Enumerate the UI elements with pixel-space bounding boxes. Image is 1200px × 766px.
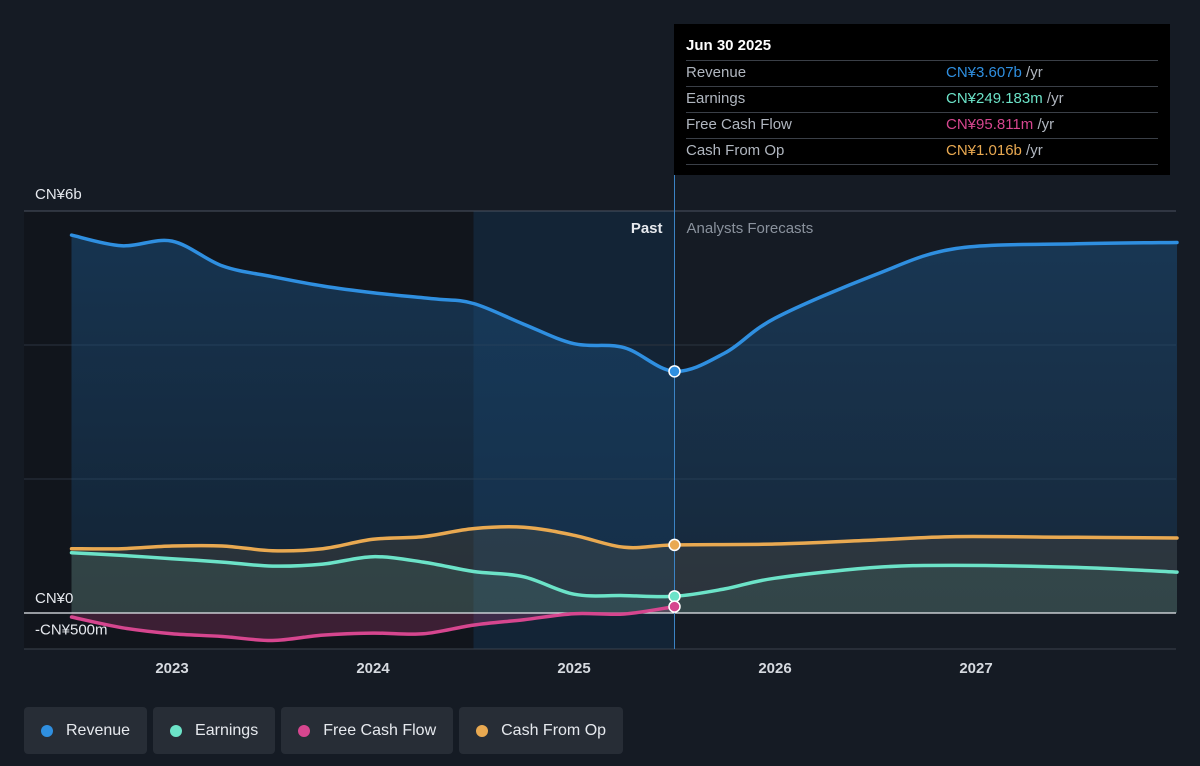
tooltip-row-label: Earnings [686,90,746,107]
area-cash-from-op [71,526,1177,613]
x-tick-label: 2026 [758,660,791,677]
x-tick-label: 2023 [155,660,188,677]
legend-dot-icon [41,724,53,737]
tooltip-row: Free Cash Flow CN¥95.811m /yr [686,112,1158,138]
point-earnings[interactable] [668,590,681,603]
line-cash-from-op [69,524,1179,553]
legend-item-earnings[interactable]: Earnings [153,707,276,754]
legend-label: Revenue [66,721,131,739]
tooltip-row-label: Free Cash Flow [686,116,792,133]
line-earnings [69,550,1179,599]
legend: Revenue Earnings Free Cash Flow Cash From O… [24,707,624,754]
past-label: Past [631,220,663,237]
tooltip-row-value: CN¥1.016b /yr [946,139,1043,163]
forecast-label: Analysts Forecasts [687,220,814,237]
legend-label: Earnings [195,721,259,739]
point-cash-from-op[interactable] [668,538,681,552]
area-free-cash-flow [71,606,675,641]
area-revenue [71,235,1177,613]
legend-label: Cash From Op [501,721,607,739]
tooltip-row: Cash From Op CN¥1.016b /yr [686,138,1158,165]
x-tick-label: 2027 [959,660,992,677]
tooltip-value-number: CN¥95.811m [946,116,1034,133]
tooltip-row: Revenue CN¥3.607b /yr [686,60,1158,86]
legend-item-free-cash-flow[interactable]: Free Cash Flow [281,707,454,754]
line-revenue [69,233,1179,374]
legend-label: Free Cash Flow [323,721,437,739]
tooltip: Jun 30 2025 Revenue CN¥3.607b /yr Earnings… [674,24,1170,175]
tooltip-date: Jun 30 2025 [686,37,772,54]
point-revenue[interactable] [668,365,681,378]
tooltip-row-label: Cash From Op [686,142,785,159]
tooltip-value-number: CN¥249.183m [946,90,1043,107]
tooltip-row-value: CN¥3.607b /yr [946,61,1043,85]
tooltip-row-label: Revenue [686,64,747,81]
tooltip-value-unit: /yr [1033,116,1055,133]
legend-item-revenue[interactable]: Revenue [24,707,148,754]
tooltip-value-unit: /yr [1021,142,1043,159]
legend-dot-icon [476,724,489,737]
y-tick-label: CN¥6b [35,186,82,203]
tooltip-value-unit: /yr [1021,64,1043,81]
y-tick-label: -CN¥500m [35,622,108,639]
point-free-cash-flow[interactable] [668,600,681,613]
legend-dot-icon [170,724,183,737]
tooltip-value-number: CN¥3.607b [946,64,1022,81]
x-tick-label: 2025 [557,660,590,677]
x-tick-label: 2024 [356,660,390,677]
tooltip-row: Earnings CN¥249.183m /yr [686,86,1158,112]
line-free-cash-flow [69,604,677,643]
tooltip-value-unit: /yr [1042,90,1064,107]
legend-dot-icon [298,724,311,737]
y-tick-label: CN¥0 [35,590,73,607]
legend-item-cash-from-op[interactable]: Cash From Op [459,707,624,754]
tooltip-row-value: CN¥95.811m /yr [946,113,1054,137]
tooltip-value-number: CN¥1.016b [946,142,1022,159]
tooltip-row-value: CN¥249.183m /yr [946,87,1064,111]
